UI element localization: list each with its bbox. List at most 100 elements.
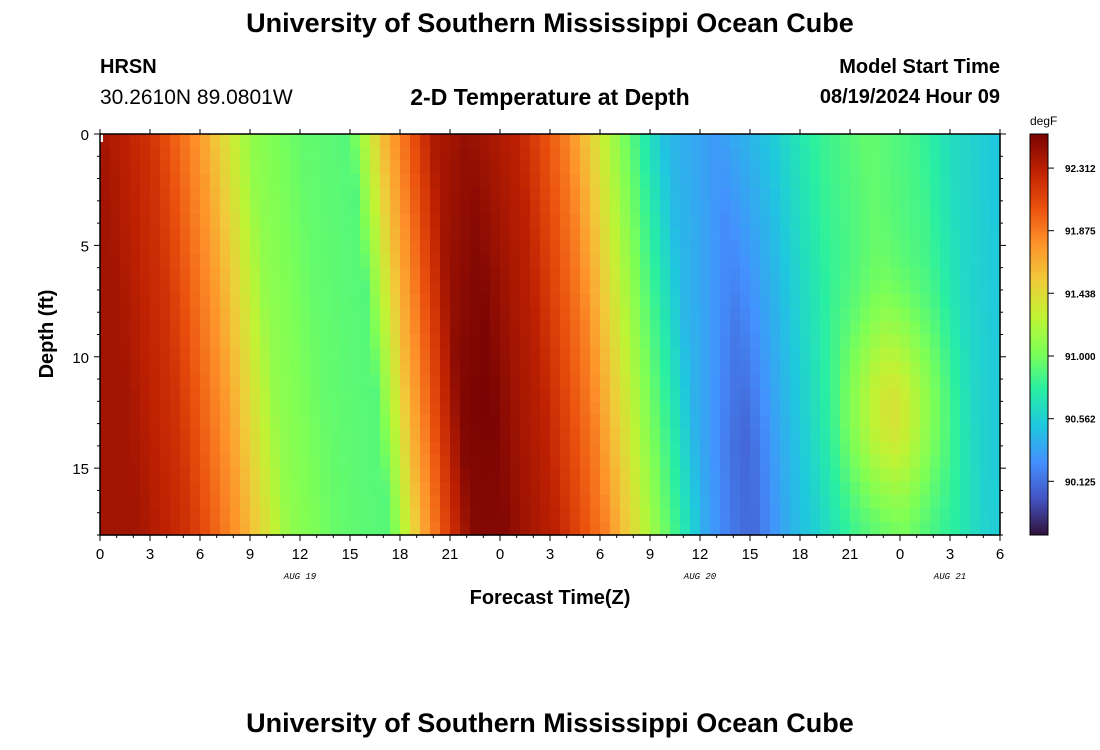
heatmap-cell xyxy=(760,174,771,189)
heatmap-cell xyxy=(690,160,701,175)
heatmap-cell xyxy=(140,200,151,215)
heatmap-cell xyxy=(250,521,261,536)
heatmap-cell xyxy=(990,134,1001,148)
heatmap-cell xyxy=(790,254,801,269)
heatmap-cell xyxy=(660,214,671,229)
heatmap-cell xyxy=(100,334,111,349)
heatmap-cell xyxy=(780,227,791,242)
heatmap-cell xyxy=(680,468,691,483)
heatmap-cell xyxy=(600,254,611,269)
heatmap-cell xyxy=(800,254,811,269)
heatmap-cell xyxy=(660,494,671,509)
heatmap-cell xyxy=(430,361,441,376)
heatmap-cell xyxy=(190,254,201,269)
heatmap-cell xyxy=(660,428,671,443)
heatmap-cell xyxy=(330,454,341,469)
heatmap-cell xyxy=(120,321,131,336)
heatmap-cell xyxy=(280,387,291,402)
heatmap-cell xyxy=(170,267,181,282)
heatmap-cell xyxy=(940,508,951,523)
heatmap-cell xyxy=(270,134,281,148)
heatmap-cell xyxy=(670,174,681,189)
heatmap-cell xyxy=(460,281,471,295)
heatmap-cell xyxy=(850,240,861,255)
heatmap-cell xyxy=(680,147,691,162)
heatmap-cell xyxy=(330,294,341,309)
heatmap-cell xyxy=(330,227,341,242)
heatmap-cell xyxy=(660,347,671,362)
heatmap-cell xyxy=(650,160,661,175)
heatmap-cell xyxy=(620,508,631,523)
heatmap-cell xyxy=(450,160,461,175)
heatmap-cell xyxy=(460,187,471,202)
heatmap-cell xyxy=(880,160,891,175)
heatmap-cell xyxy=(720,240,731,255)
heatmap-cell xyxy=(360,160,371,175)
heatmap-cell xyxy=(170,200,181,215)
heatmap-cell xyxy=(890,441,901,456)
heatmap-cell xyxy=(240,200,251,215)
heatmap-cell xyxy=(170,160,181,175)
heatmap-cell xyxy=(910,494,921,509)
heatmap-cell xyxy=(310,481,321,496)
heatmap-cell xyxy=(470,387,481,402)
heatmap-cell xyxy=(590,147,601,162)
heatmap-cell xyxy=(160,160,171,175)
heatmap-cell xyxy=(460,214,471,229)
heatmap-cell xyxy=(100,187,111,202)
heatmap-cell xyxy=(770,454,781,469)
heatmap-cell xyxy=(480,254,491,269)
heatmap-cell xyxy=(120,160,131,175)
heatmap-cell xyxy=(870,494,881,509)
heatmap-cell xyxy=(570,428,581,443)
heatmap-cell xyxy=(130,134,141,148)
heatmap-cell xyxy=(170,361,181,376)
heatmap-cell xyxy=(520,174,531,189)
heatmap-cell xyxy=(180,508,191,523)
heatmap-cell xyxy=(210,321,221,336)
heatmap-cell xyxy=(980,334,991,349)
heatmap-cell xyxy=(470,361,481,376)
heatmap-cell xyxy=(450,134,461,148)
heatmap-cell xyxy=(270,187,281,202)
heatmap-cell xyxy=(630,481,641,496)
surface-marker xyxy=(99,134,103,142)
heatmap-cell xyxy=(900,187,911,202)
heatmap-cell xyxy=(510,468,521,483)
heatmap-cell xyxy=(730,387,741,402)
heatmap-cell xyxy=(560,160,571,175)
heatmap-cell xyxy=(340,441,351,456)
heatmap-cell xyxy=(620,401,631,416)
heatmap-cell xyxy=(230,160,241,175)
heatmap-cell xyxy=(870,174,881,189)
heatmap-cell xyxy=(590,508,601,523)
heatmap-cell xyxy=(530,321,541,336)
heatmap-cell xyxy=(630,508,641,523)
heatmap-cell xyxy=(170,214,181,229)
heatmap-cell xyxy=(120,374,131,389)
heatmap-cell xyxy=(120,428,131,443)
heatmap-cell xyxy=(250,174,261,189)
heatmap-cell xyxy=(680,428,691,443)
heatmap-cell xyxy=(270,147,281,162)
heatmap-cell xyxy=(390,200,401,215)
heatmap-cell xyxy=(540,267,551,282)
heatmap-cell xyxy=(910,401,921,416)
heatmap-cell xyxy=(880,428,891,443)
heatmap-cell xyxy=(720,387,731,402)
heatmap-cell xyxy=(310,187,321,202)
heatmap-cell xyxy=(870,441,881,456)
heatmap-cell xyxy=(180,387,191,402)
heatmap-cell xyxy=(390,187,401,202)
heatmap-cell xyxy=(460,160,471,175)
heatmap-cell xyxy=(340,387,351,402)
heatmap-cell xyxy=(370,428,381,443)
heatmap-cell xyxy=(420,321,431,336)
heatmap-cell xyxy=(450,200,461,215)
heatmap-cell xyxy=(120,521,131,536)
heatmap-cell xyxy=(110,294,121,309)
heatmap-cell xyxy=(380,187,391,202)
heatmap-cell xyxy=(430,387,441,402)
heatmap-cell xyxy=(810,307,821,322)
heatmap-cell xyxy=(640,387,651,402)
